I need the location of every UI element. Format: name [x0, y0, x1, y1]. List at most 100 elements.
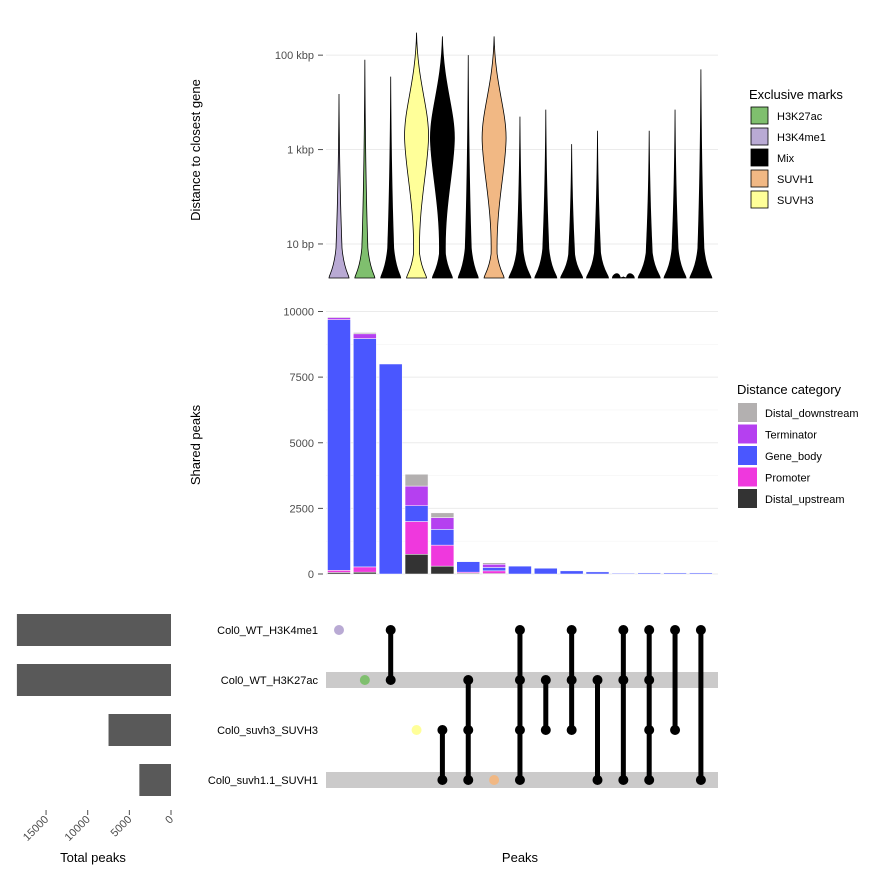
bar-segment-distal_upstream — [430, 565, 455, 575]
violin-13 — [637, 130, 661, 279]
bar-legend-key — [738, 403, 757, 422]
violin-15 — [689, 69, 713, 279]
violin-y-tick-label: 10 bp — [286, 239, 314, 251]
set-size-bar — [16, 614, 171, 646]
matrix-dot — [618, 675, 629, 685]
set-size-x-tick-label: 15000 — [21, 814, 51, 844]
bar-segment-gene_body — [534, 567, 558, 575]
bar-segment-gene_body — [611, 572, 636, 575]
bar-segment-terminator — [430, 517, 455, 530]
bar-legend-title: Distance category — [737, 382, 842, 397]
violin-9 — [534, 109, 558, 279]
matrix-dot — [566, 675, 577, 685]
matrix-dot — [566, 725, 577, 735]
matrix-dot — [670, 625, 681, 635]
violin-y-tick-label: 100 kbp — [275, 50, 314, 62]
bar-legend-label: Gene_body — [765, 451, 822, 463]
bar-segment-promoter — [353, 566, 377, 573]
matrix-set-label: Col0_WT_H3K4me1 — [217, 625, 318, 637]
matrix-set-label: Col0_suvh3_SUVH3 — [217, 725, 318, 737]
bar-segment-distal_downstream — [327, 316, 351, 318]
set-size-bar — [139, 764, 171, 796]
violin-legend-label: H3K27ac — [777, 111, 823, 123]
bar-segment-gene_body — [559, 570, 584, 575]
bar-legend-label: Promoter — [765, 473, 811, 485]
matrix-dot — [385, 675, 396, 685]
bar-segment-distal_downstream — [430, 512, 455, 518]
violin-legend-label: SUVH1 — [777, 174, 814, 186]
set-size-bar — [16, 664, 171, 696]
violin-legend-key — [750, 148, 769, 167]
bar-legend-label: Distal_upstream — [765, 494, 844, 506]
bar-segment-gene_body — [327, 319, 351, 571]
bar-segment-distal_downstream — [353, 332, 377, 335]
matrix-dot — [463, 675, 474, 685]
matrix-dot — [618, 625, 629, 635]
matrix-dot — [437, 775, 448, 785]
bar-segment-promoter — [327, 570, 351, 573]
bar-segment-distal_downstream — [404, 474, 429, 487]
bar-segment-promoter — [430, 544, 455, 567]
matrix-dot — [411, 725, 422, 735]
violin-7 — [481, 36, 507, 279]
bar-legend-key — [738, 446, 757, 465]
matrix-dot — [437, 725, 448, 735]
bar-segment-terminator — [327, 317, 351, 320]
bar-segment-distal_upstream — [353, 571, 377, 575]
matrix-dot — [644, 625, 655, 635]
bar-segment-promoter — [482, 570, 506, 574]
set-size-bar — [108, 714, 171, 746]
bar-segment-gene_body — [404, 505, 429, 522]
matrix-dot — [592, 775, 603, 785]
set-size-x-tick-label: 0 — [163, 814, 176, 827]
bar-segment-terminator — [404, 485, 429, 506]
bar-y-tick-label: 10000 — [283, 307, 314, 319]
matrix-dot — [514, 775, 525, 785]
bar-legend-label: Distal_downstream — [765, 408, 859, 420]
set-size-x-axis-title: Total peaks — [60, 850, 126, 865]
violin-legend-label: SUVH3 — [777, 195, 814, 207]
matrix-dot — [618, 775, 629, 785]
bar-segment-terminator — [482, 564, 506, 568]
violin-4 — [404, 32, 429, 279]
matrix-dot — [670, 725, 681, 735]
matrix-dot — [566, 625, 577, 635]
matrix-dot — [514, 625, 525, 635]
matrix-dot — [644, 775, 655, 785]
violin-6 — [457, 55, 479, 279]
violin-5 — [429, 36, 455, 279]
violin-3 — [380, 76, 402, 279]
violin-y-axis-title: Distance to closest gene — [188, 79, 203, 221]
bar-segment-distal_downstream — [482, 562, 506, 565]
bar-legend-key — [738, 489, 757, 508]
matrix-set-label: Col0_suvh1.1_SUVH1 — [208, 775, 318, 787]
bar-segment-gene_body — [430, 529, 455, 546]
matrix-dot — [592, 675, 603, 685]
violin-14 — [663, 109, 687, 279]
bar-y-tick-label: 0 — [308, 569, 314, 581]
matrix-x-axis-title: Peaks — [502, 850, 539, 865]
violin-legend-title: Exclusive marks — [749, 87, 843, 102]
violin-11 — [586, 130, 609, 279]
matrix-dot — [644, 725, 655, 735]
bar-legend-key — [738, 467, 757, 487]
set-size-x-tick-label: 10000 — [63, 814, 93, 844]
bar-segment-gene_body — [637, 572, 661, 575]
matrix-dot — [359, 675, 370, 685]
matrix-dot — [540, 725, 551, 735]
violin-12 — [611, 273, 635, 279]
violin-legend-label: Mix — [777, 153, 795, 165]
matrix-dot — [695, 625, 706, 635]
bar-segment-gene_body — [508, 565, 532, 575]
bar-segment-gene_body — [456, 561, 480, 573]
violin-8 — [508, 116, 532, 279]
bar-y-tick-label: 2500 — [290, 503, 314, 515]
bar-segment-gene_body — [482, 567, 506, 572]
bar-segment-gene_body — [585, 571, 610, 575]
violin-legend-label: H3K4me1 — [777, 132, 826, 144]
bar-segment-promoter — [404, 521, 429, 555]
bar-segment-gene_body — [689, 572, 713, 575]
violin-legend-key — [750, 190, 769, 209]
bar-segment-distal_upstream — [404, 554, 429, 575]
